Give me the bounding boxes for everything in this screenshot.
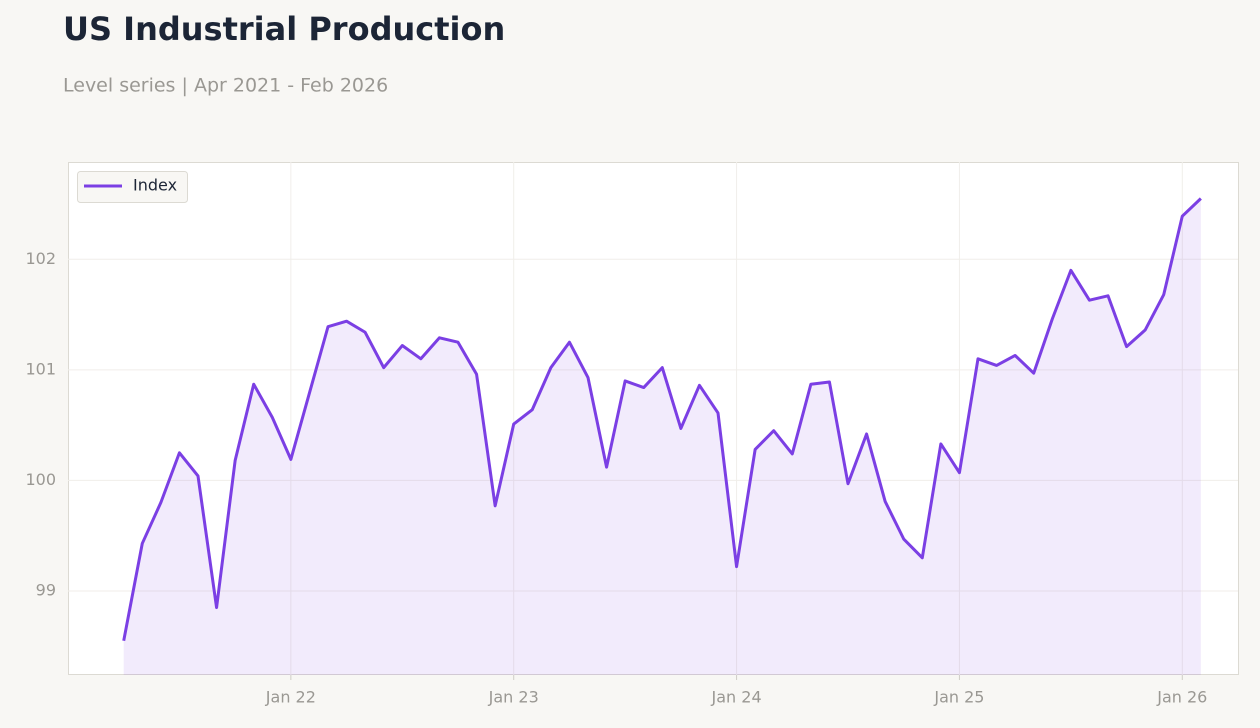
y-tick-label: 99: [36, 580, 56, 599]
y-tick-label: 101: [25, 359, 56, 378]
chart-subtitle: Level series | Apr 2021 - Feb 2026: [63, 75, 388, 97]
y-tick-label: 100: [25, 470, 56, 489]
chart-title: US Industrial Production: [63, 10, 505, 48]
x-tick-label: Jan 22: [265, 688, 316, 707]
x-tick-label: Jan 26: [1156, 688, 1207, 707]
x-tick-label: Jan 24: [711, 688, 762, 707]
legend-label: Index: [133, 176, 177, 195]
legend-box: [77, 171, 188, 203]
area: [123, 198, 1201, 675]
line: [122, 197, 1202, 642]
x-tick-label: Jan 25: [933, 688, 984, 707]
x-tick-label: Jan 23: [488, 688, 539, 707]
plot-area: [68, 162, 1239, 675]
y-tick-label: 102: [25, 249, 56, 268]
